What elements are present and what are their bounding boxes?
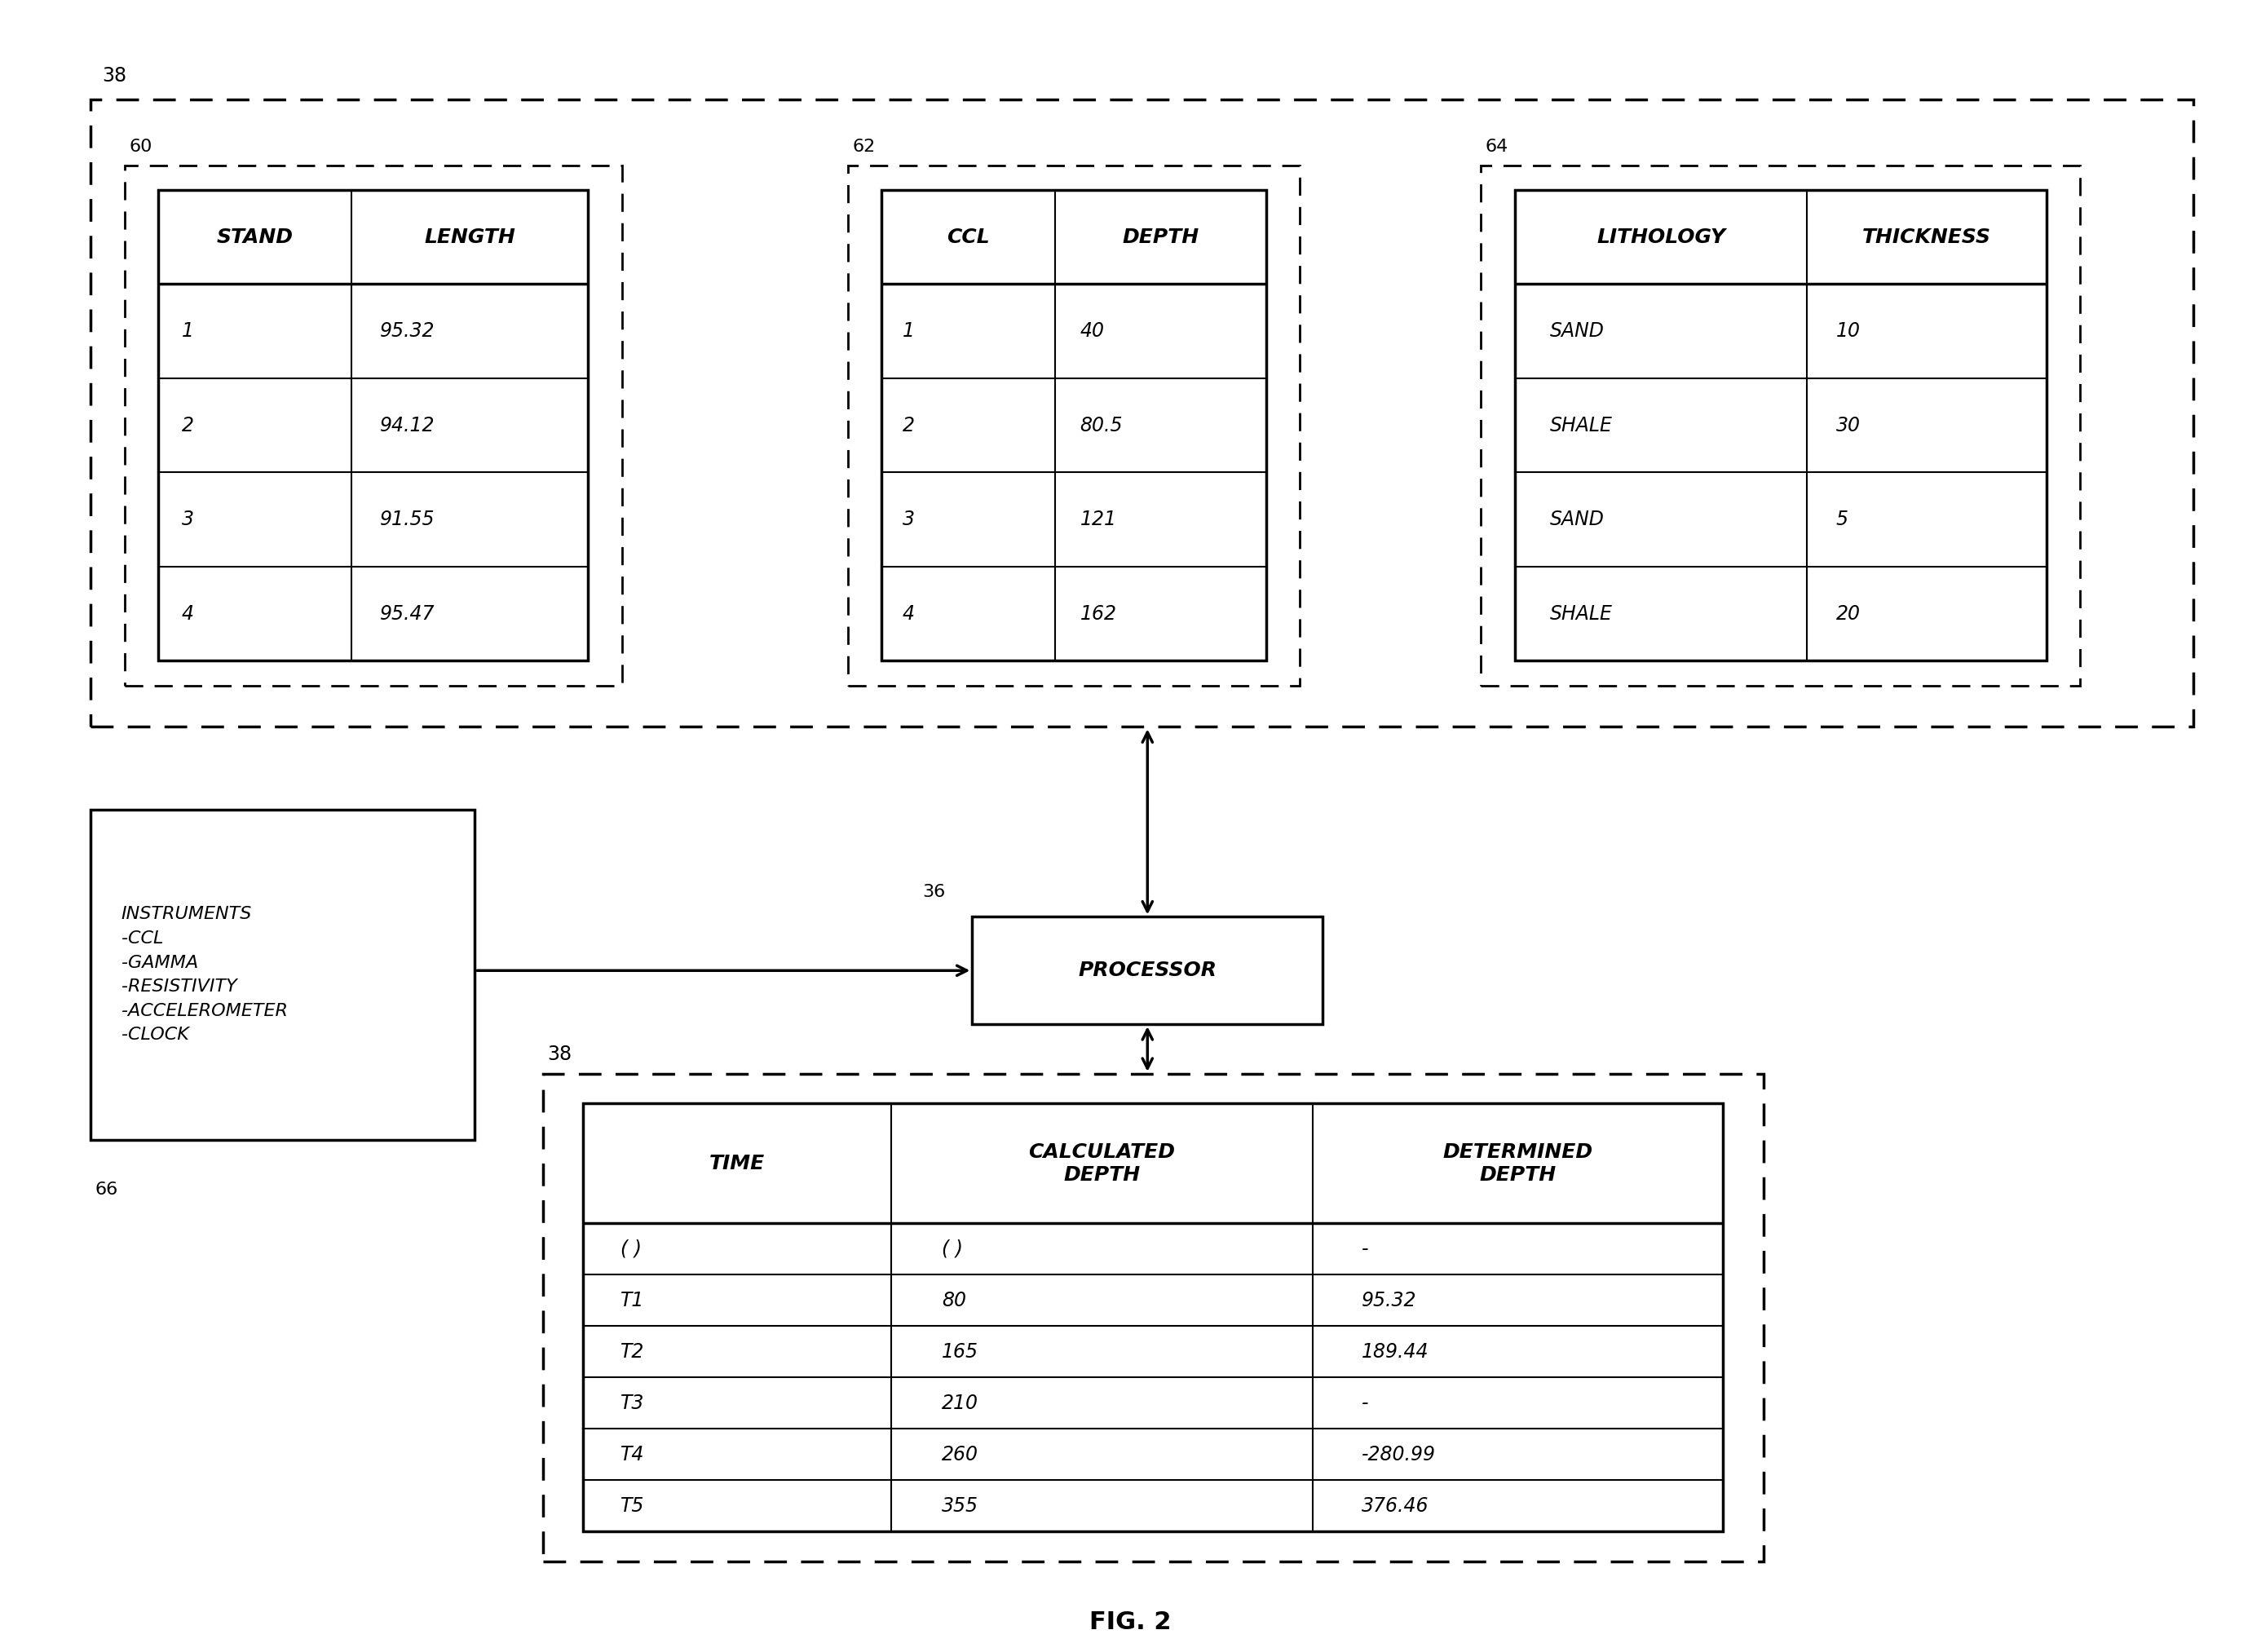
Text: 95.32: 95.32	[1361, 1290, 1418, 1310]
Text: LITHOLOGY: LITHOLOGY	[1596, 228, 1725, 246]
Bar	[124, 165, 622, 686]
Text: -280.99: -280.99	[1361, 1444, 1436, 1464]
Text: 5: 5	[1836, 510, 1847, 529]
Text: INSTRUMENTS
-CCL
-GAMMA
-RESISTIVITY
-ACCELEROMETER
-CLOCK: INSTRUMENTS -CCL -GAMMA -RESISTIVITY -AC…	[122, 907, 287, 1042]
Text: T3: T3	[620, 1393, 644, 1412]
Text: DEPTH: DEPTH	[1121, 228, 1198, 246]
Bar	[90, 809, 475, 1140]
Text: SAND: SAND	[1551, 322, 1605, 340]
Text: 20: 20	[1836, 605, 1861, 623]
Text: 30: 30	[1836, 416, 1861, 434]
Text: ( ): ( )	[941, 1239, 963, 1259]
Text: 40: 40	[1081, 322, 1106, 340]
Text: 260: 260	[941, 1444, 979, 1464]
Text: 95.47: 95.47	[380, 605, 434, 623]
Bar	[1515, 190, 2046, 661]
Text: T1: T1	[620, 1290, 644, 1310]
Bar	[583, 1104, 1723, 1531]
Text: TIME: TIME	[710, 1153, 764, 1173]
Text: 80.5: 80.5	[1081, 416, 1124, 434]
Text: SHALE: SHALE	[1551, 605, 1612, 623]
Text: CCL: CCL	[947, 228, 990, 246]
Text: -: -	[1361, 1393, 1368, 1412]
Text: 64: 64	[1485, 139, 1508, 155]
Bar	[90, 99, 2193, 727]
Text: 10: 10	[1836, 322, 1861, 340]
Text: PROCESSOR: PROCESSOR	[1078, 961, 1216, 980]
Text: ( ): ( )	[620, 1239, 642, 1259]
Text: 189.44: 189.44	[1361, 1341, 1429, 1361]
Text: SAND: SAND	[1551, 510, 1605, 529]
Text: 1: 1	[902, 322, 916, 340]
Text: 80: 80	[941, 1290, 965, 1310]
Text: 60: 60	[129, 139, 151, 155]
Bar	[848, 165, 1300, 686]
Text: STAND: STAND	[217, 228, 294, 246]
Text: 162: 162	[1081, 605, 1117, 623]
Text: THICKNESS: THICKNESS	[1863, 228, 1992, 246]
Text: 91.55: 91.55	[380, 510, 434, 529]
Text: 66: 66	[95, 1181, 118, 1198]
Text: T2: T2	[620, 1341, 644, 1361]
Text: 36: 36	[922, 884, 945, 900]
Text: 4: 4	[902, 605, 916, 623]
Text: T5: T5	[620, 1497, 644, 1515]
Bar	[882, 190, 1266, 661]
Text: 2: 2	[181, 416, 194, 434]
Text: 2: 2	[902, 416, 916, 434]
Text: DETERMINED
DEPTH: DETERMINED DEPTH	[1443, 1142, 1592, 1184]
Text: 95.32: 95.32	[380, 322, 434, 340]
Text: CALCULATED
DEPTH: CALCULATED DEPTH	[1029, 1142, 1176, 1184]
Text: 3: 3	[181, 510, 194, 529]
Text: LENGTH: LENGTH	[425, 228, 516, 246]
Bar	[158, 190, 588, 661]
Text: 121: 121	[1081, 510, 1117, 529]
Text: SHALE: SHALE	[1551, 416, 1612, 434]
Text: 355: 355	[941, 1497, 979, 1515]
Text: 4: 4	[181, 605, 194, 623]
Bar	[972, 917, 1323, 1024]
Text: -: -	[1361, 1239, 1368, 1259]
Text: 62: 62	[852, 139, 875, 155]
Text: 3: 3	[902, 510, 916, 529]
Text: FIG. 2: FIG. 2	[1090, 1611, 1171, 1634]
Bar	[543, 1074, 1764, 1561]
Text: 165: 165	[941, 1341, 979, 1361]
Text: 94.12: 94.12	[380, 416, 434, 434]
Text: 1: 1	[181, 322, 194, 340]
Text: 376.46: 376.46	[1361, 1497, 1429, 1515]
Text: 38: 38	[547, 1044, 572, 1064]
Text: 210: 210	[941, 1393, 979, 1412]
Text: 38: 38	[102, 66, 127, 86]
Text: T4: T4	[620, 1444, 644, 1464]
Bar	[1481, 165, 2080, 686]
